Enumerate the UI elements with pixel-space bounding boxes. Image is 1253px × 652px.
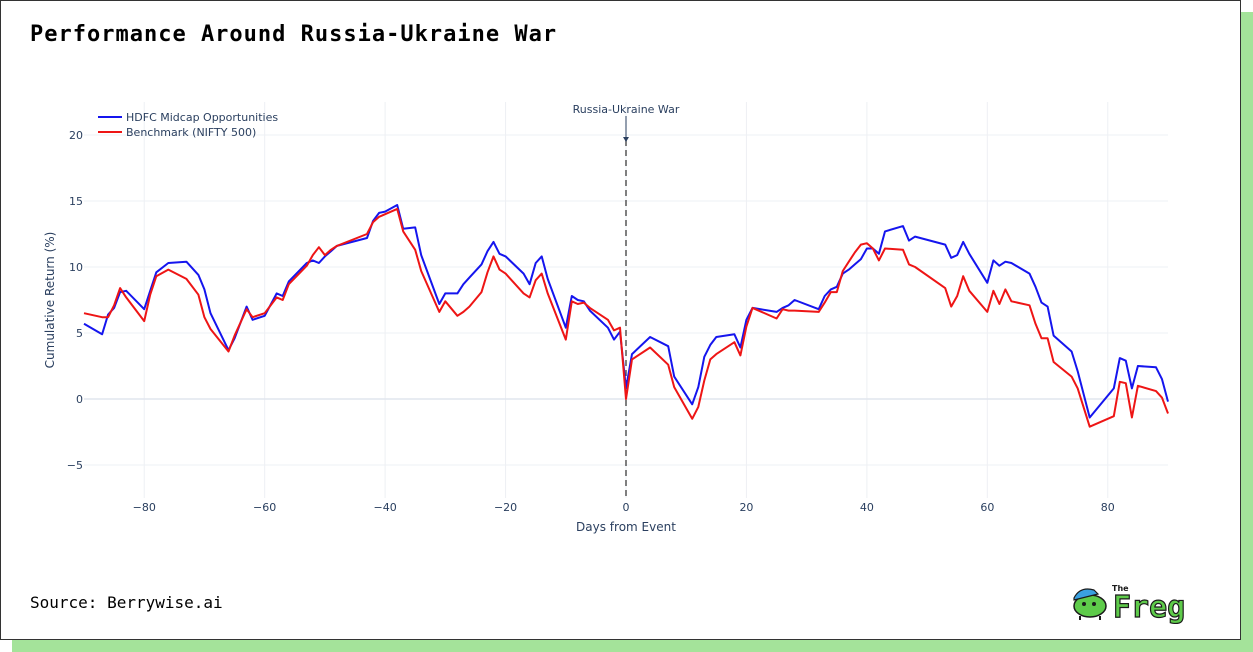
annotation-arrowhead xyxy=(623,137,629,142)
y-tick-label: −5 xyxy=(67,459,83,472)
series-line-benchmark xyxy=(83,207,1169,428)
y-tick-label: 10 xyxy=(69,261,83,274)
legend-label: HDFC Midcap Opportunities xyxy=(126,111,278,124)
x-tick-label: 20 xyxy=(739,501,753,514)
y-tick-label: 0 xyxy=(76,393,83,406)
x-tick-label: 0 xyxy=(623,501,630,514)
logo-name: Freg xyxy=(1113,590,1185,624)
source-caption: Source: Berrywise.ai xyxy=(30,593,223,612)
logo-small-text: The xyxy=(1112,584,1129,593)
y-tick-label: 5 xyxy=(76,327,83,340)
y-tick-label: 15 xyxy=(69,195,83,208)
page-title: Performance Around Russia-Ukraine War xyxy=(30,22,558,47)
x-tick-label: 60 xyxy=(980,501,994,514)
x-tick-label: −40 xyxy=(374,501,397,514)
annotation-label: Russia-Ukraine War xyxy=(573,103,680,116)
x-tick-label: 40 xyxy=(860,501,874,514)
legend-label: Benchmark (NIFTY 500) xyxy=(126,126,256,139)
y-axis-title: Cumulative Return (%) xyxy=(43,232,57,369)
x-axis-title: Days from Event xyxy=(576,520,676,534)
x-tick-label: −60 xyxy=(253,501,276,514)
frog-mascot-icon xyxy=(1073,588,1107,620)
x-tick-label: −80 xyxy=(133,501,156,514)
x-tick-label: −20 xyxy=(494,501,517,514)
y-tick-label: 20 xyxy=(69,129,83,142)
freg-logo: The Freg xyxy=(1073,584,1186,624)
x-tick-label: 80 xyxy=(1101,501,1115,514)
